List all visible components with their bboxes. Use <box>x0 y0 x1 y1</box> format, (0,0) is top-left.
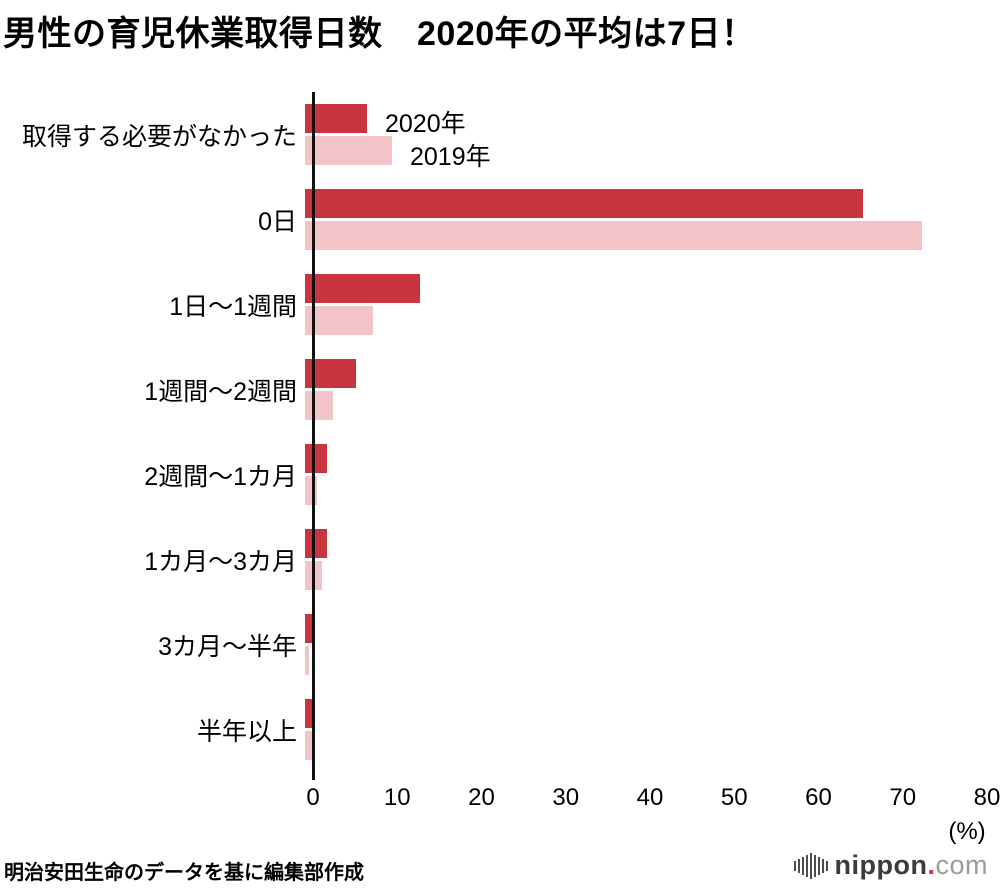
legend-label-2020: 2020年 <box>385 110 466 138</box>
legend-label-2019: 2019年 <box>410 143 491 171</box>
bar-2020年 <box>305 274 421 303</box>
bar-2020年 <box>305 104 368 133</box>
x-axis-unit-label: (%) <box>948 818 986 845</box>
logo-name: nippon <box>834 850 928 880</box>
bar-2020年 <box>305 614 314 643</box>
bar-2020年 <box>305 699 315 728</box>
chart-row: 0日 <box>0 177 985 262</box>
bar-2019年 <box>305 391 333 420</box>
source-note: 明治安田生命のデータを基に編集部作成 <box>4 862 364 884</box>
x-tick-label: 30 <box>552 784 580 811</box>
bar-group <box>305 444 977 505</box>
bar-2019年 <box>305 646 310 675</box>
chart-row: 1日〜1週間 <box>0 262 985 347</box>
chart-row: 2週間〜1カ月 <box>0 432 985 517</box>
page-title: 男性の育児休業取得日数 2020年の平均は7日！ <box>3 15 756 53</box>
x-tick-label: 50 <box>720 784 748 811</box>
chart-row: 1週間〜2週間 <box>0 347 985 432</box>
x-tick-label: 0 <box>306 784 320 811</box>
x-tick-label: 80 <box>973 784 1000 811</box>
x-axis-ticks: 0 10 20 30 40 50 60 70 80 <box>306 784 1000 814</box>
chart-row: 取得する必要がなかった <box>0 92 985 177</box>
bar-2019年 <box>305 731 312 760</box>
chart-rows: 取得する必要がなかった 0日 1日〜1週間 1週間〜2週間 2週間〜1カ月 1カ月〜3カ月… <box>0 92 985 772</box>
bar-group <box>305 359 977 420</box>
x-tick-label: 60 <box>805 784 832 811</box>
x-tick-label: 20 <box>468 784 495 811</box>
x-tick-label: 40 <box>636 784 664 811</box>
bar-2019年 <box>305 306 374 335</box>
bar-2019年 <box>305 136 393 165</box>
category-label: 半年以上 <box>196 717 297 746</box>
bar-2019年 <box>305 221 923 250</box>
chart-row: 1カ月〜3カ月 <box>0 517 985 602</box>
x-tick-label: 70 <box>889 784 917 811</box>
category-label: 1日〜1週間 <box>169 292 297 321</box>
category-label: 取得する必要がなかった <box>21 122 297 151</box>
bar-group <box>305 529 977 590</box>
bar-2020年 <box>305 189 863 218</box>
bar-2020年 <box>305 529 327 558</box>
bar-chart: 取得する必要がなかった 0日 1日〜1週間 1週間〜2週間 2週間〜1カ月 1カ月〜3カ月… <box>0 88 1000 863</box>
x-tick-label: 10 <box>383 784 411 811</box>
bar-group <box>305 614 977 675</box>
nippon-logo: nippon.com <box>793 850 989 881</box>
nippon-logo-text: nippon.com <box>835 850 989 881</box>
logo-dot: . <box>927 850 936 880</box>
bar-2019年 <box>305 476 317 505</box>
bar-group <box>305 699 977 760</box>
category-label: 1週間〜2週間 <box>144 377 297 406</box>
bar-2020年 <box>305 444 327 473</box>
bar-group <box>305 274 977 335</box>
waveform-logo-icon <box>793 851 828 881</box>
category-label: 0日 <box>258 207 297 236</box>
category-label: 1カ月〜3カ月 <box>144 547 297 576</box>
category-label: 3カ月〜半年 <box>158 632 297 661</box>
logo-tld: com <box>935 850 988 880</box>
chart-row: 半年以上 <box>0 687 985 772</box>
y-axis-line <box>312 92 315 780</box>
chart-row: 3カ月〜半年 <box>0 602 985 687</box>
category-label: 2週間〜1カ月 <box>144 462 297 491</box>
bar-group <box>305 189 977 250</box>
bar-group <box>305 104 977 165</box>
